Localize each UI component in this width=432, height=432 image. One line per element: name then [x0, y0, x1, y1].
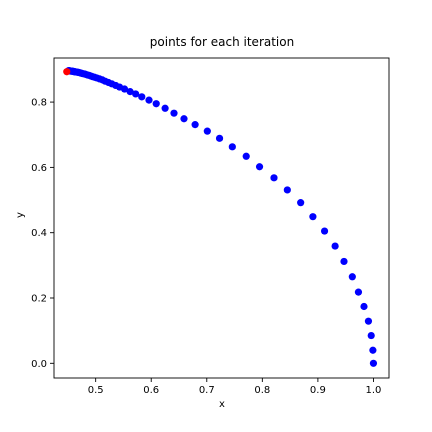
x-tick-label: 1.0: [365, 385, 381, 396]
data-point: [152, 100, 160, 108]
y-tick-label: 0.0: [31, 359, 47, 370]
data-point: [297, 199, 305, 207]
y-tick-label: 0.2: [31, 294, 47, 305]
data-point: [270, 174, 278, 182]
axes-frame: [53, 57, 390, 379]
data-point: [320, 227, 329, 235]
data-point: [132, 90, 140, 98]
y-axis-label: y: [15, 212, 26, 218]
y-tick-label: 0.8: [31, 98, 47, 109]
data-point: [331, 242, 339, 250]
data-point: [369, 359, 378, 367]
y-tick-label: 0.4: [31, 228, 47, 239]
data-point: [360, 302, 368, 311]
data-point: [242, 152, 250, 160]
data-point: [369, 346, 377, 354]
data-point: [203, 127, 211, 135]
x-tick-label: 0.8: [254, 385, 270, 396]
data-point: [161, 104, 169, 112]
chart-title: points for each iteration: [150, 35, 294, 49]
x-tick-label: 0.9: [310, 385, 326, 396]
data-point: [367, 331, 375, 340]
series-points: [64, 67, 378, 367]
x-tick-label: 0.6: [143, 385, 159, 396]
y-tick-label: 0.6: [31, 163, 47, 174]
data-point: [348, 273, 356, 281]
data-point: [228, 143, 236, 151]
x-tick-label: 0.5: [88, 385, 104, 396]
x-tick-label: 0.7: [199, 385, 215, 396]
plot-area: 0.5 0.6 0.7 0.8 0.9 1.0 0.0 0.2 0.4 0.6 0.8: [31, 57, 390, 396]
data-point: [180, 115, 188, 123]
highlight-point: [63, 68, 71, 76]
data-point: [255, 163, 264, 171]
x-axis-label: x: [219, 399, 225, 410]
data-point: [138, 93, 146, 101]
data-point: [340, 257, 348, 266]
data-point: [215, 134, 224, 142]
data-point: [191, 121, 199, 129]
highlight-series: [63, 68, 71, 76]
data-point: [354, 288, 363, 296]
data-point: [309, 213, 317, 221]
data-point: [364, 317, 373, 325]
data-point: [145, 96, 153, 104]
data-point: [170, 109, 178, 117]
data-point: [283, 186, 291, 194]
data-point: [126, 88, 134, 96]
